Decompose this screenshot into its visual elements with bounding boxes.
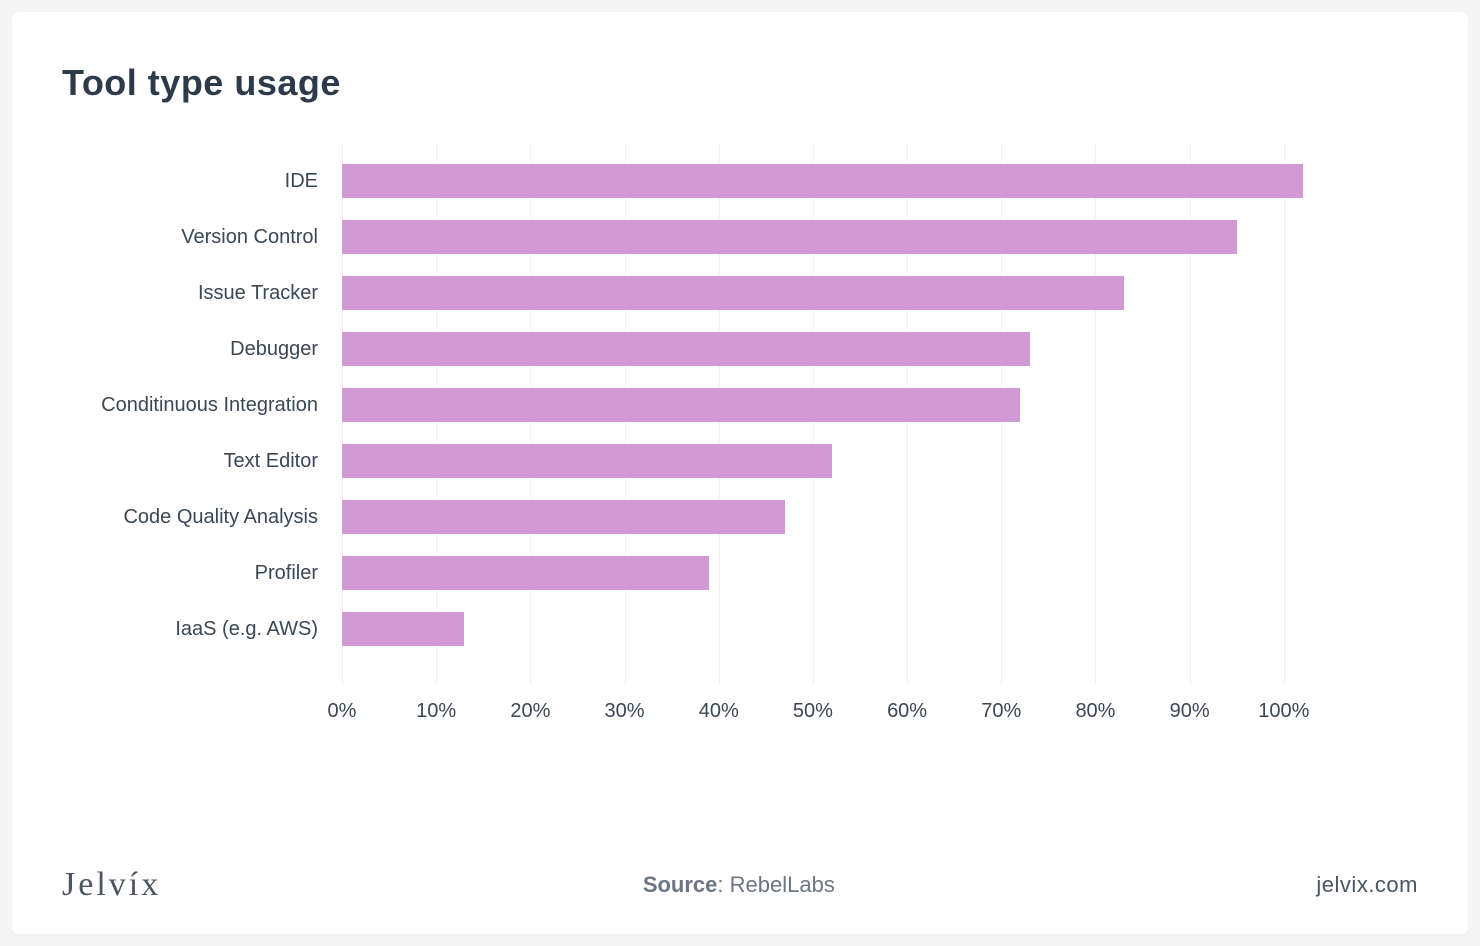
bar-fill <box>342 612 464 646</box>
bar-row: Version Control <box>342 220 1378 254</box>
bar-label: Debugger <box>230 332 318 366</box>
bar-fill <box>342 276 1124 310</box>
bar-label: Conditinuous Integration <box>101 388 318 422</box>
x-tick-label: 50% <box>793 700 833 723</box>
bar-label: Text Editor <box>224 444 318 478</box>
bar-fill <box>342 220 1237 254</box>
bar-row: IDE <box>342 164 1378 198</box>
x-tick-label: 30% <box>605 700 645 723</box>
x-tick-label: 60% <box>887 700 927 723</box>
bars-container: IDE Version Control Issue Tracker Debugger C… <box>342 164 1378 664</box>
x-tick-label: 0% <box>328 700 357 723</box>
bar-fill <box>342 500 785 534</box>
x-tick-label: 90% <box>1170 700 1210 723</box>
bar-row: Debugger <box>342 332 1378 366</box>
bar-label: IDE <box>285 164 318 198</box>
bar-label: IaaS (e.g. AWS) <box>175 612 318 646</box>
chart-area: IDE Version Control Issue Tracker Debugger C… <box>342 144 1378 724</box>
chart-title: Tool type usage <box>62 62 1418 104</box>
bar-row: Issue Tracker <box>342 276 1378 310</box>
website-text: jelvix.com <box>1316 872 1418 898</box>
x-tick-label: 100% <box>1258 700 1309 723</box>
x-tick-label: 70% <box>981 700 1021 723</box>
bar-fill <box>342 556 709 590</box>
footer: Jelvíx Source: RebelLabs jelvix.com <box>62 866 1418 904</box>
source-attribution: Source: RebelLabs <box>643 872 835 898</box>
bar-row: Code Quality Analysis <box>342 500 1378 534</box>
chart-card: Tool type usage IDE Version Control Issue … <box>12 12 1468 934</box>
x-tick-label: 20% <box>510 700 550 723</box>
bar-row: Profiler <box>342 556 1378 590</box>
bar-label: Profiler <box>255 556 318 590</box>
x-axis-ticks: 0%10%20%30%40%50%60%70%80%90%100% <box>342 700 1378 730</box>
logo-text: Jelvíx <box>62 866 161 904</box>
bar-row: Text Editor <box>342 444 1378 478</box>
bar-fill <box>342 388 1020 422</box>
bar-row: Conditinuous Integration <box>342 388 1378 422</box>
bar-fill <box>342 332 1030 366</box>
x-tick-label: 40% <box>699 700 739 723</box>
source-value: RebelLabs <box>730 872 835 897</box>
x-tick-label: 10% <box>416 700 456 723</box>
bar-label: Code Quality Analysis <box>123 500 318 534</box>
bar-fill <box>342 444 832 478</box>
source-label: Source <box>643 872 718 897</box>
bar-row: IaaS (e.g. AWS) <box>342 612 1378 646</box>
bar-label: Issue Tracker <box>198 276 318 310</box>
x-tick-label: 80% <box>1075 700 1115 723</box>
bar-label: Version Control <box>181 220 318 254</box>
bar-fill <box>342 164 1303 198</box>
source-separator: : <box>717 872 729 897</box>
